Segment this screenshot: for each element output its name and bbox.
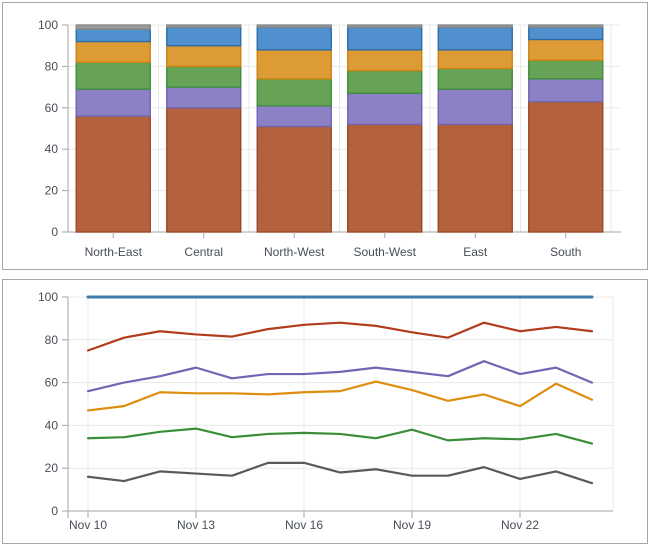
bar-segment-gray-North-East[interactable] — [75, 24, 151, 30]
bar-segment-rust-North-West[interactable] — [256, 125, 332, 233]
bar-segment-blue-South-West[interactable] — [347, 26, 423, 51]
bar-segment-blue-Central[interactable] — [166, 26, 242, 47]
bar-segment-rust-Central[interactable] — [166, 107, 242, 233]
y-axis-tick-label: 40 — [45, 142, 59, 156]
y-axis-tick-label: 0 — [51, 504, 58, 518]
bar-segment-purple-East[interactable] — [437, 88, 513, 126]
bar-segment-green-North-East[interactable] — [75, 61, 151, 90]
x-axis-category-label: North-East — [85, 245, 143, 259]
y-axis-tick-label: 80 — [45, 333, 59, 347]
bar-segment-orange-North-East[interactable] — [75, 40, 151, 63]
bar-segment-rust-South[interactable] — [528, 100, 604, 233]
bar-segment-gray-North-West[interactable] — [256, 24, 332, 28]
x-axis-date-label: Nov 10 — [69, 518, 107, 532]
y-axis-tick-label: 100 — [38, 290, 58, 304]
bar-segment-rust-South-West[interactable] — [347, 123, 423, 233]
x-axis-category-label: East — [463, 245, 488, 259]
y-axis-tick-label: 100 — [38, 18, 58, 32]
y-axis-tick-label: 60 — [45, 101, 59, 115]
x-axis-category-label: South — [550, 245, 581, 259]
bar-segment-gray-East[interactable] — [437, 24, 513, 28]
bar-segment-gray-South-West[interactable] — [347, 24, 423, 28]
y-axis-tick-label: 80 — [45, 59, 59, 73]
bar-segment-blue-South[interactable] — [528, 26, 604, 41]
line-series-green[interactable] — [86, 427, 594, 445]
bar-segment-orange-South-West[interactable] — [347, 49, 423, 72]
line-chart-panel: 0 20 40 60 80 100 Nov 10 Nov 13 Nov 16 Nov 19 Nov … — [2, 279, 648, 544]
bar-segment-orange-Central[interactable] — [166, 45, 242, 68]
x-axis-date-label: Nov 22 — [501, 518, 539, 532]
bar-segment-blue-East[interactable] — [437, 26, 513, 51]
full-stacked-bar-chart: 0 20 40 60 80 100 North-East Central North-West S… — [38, 18, 621, 259]
bar-segment-green-South[interactable] — [528, 59, 604, 80]
line-series-purple[interactable] — [86, 360, 594, 393]
bar-segment-orange-North-West[interactable] — [256, 49, 332, 80]
bar-segment-blue-North-West[interactable] — [256, 26, 332, 51]
y-axis-tick-label: 20 — [45, 184, 59, 198]
bar-segment-gray-Central[interactable] — [166, 24, 242, 28]
x-axis-category-label: South-West — [354, 245, 417, 259]
bar-segment-green-Central[interactable] — [166, 65, 242, 88]
y-axis-tick-label: 60 — [45, 376, 59, 390]
y-axis-tick-label: 20 — [45, 461, 59, 475]
x-axis-date-label: Nov 16 — [285, 518, 323, 532]
bar-segment-rust-North-East[interactable] — [75, 115, 151, 233]
bar-segment-purple-South-West[interactable] — [347, 92, 423, 126]
bar-segment-green-East[interactable] — [437, 67, 513, 90]
x-axis-category-label: Central — [184, 245, 223, 259]
x-axis-category-label: North-West — [264, 245, 325, 259]
x-axis-date-label: Nov 19 — [393, 518, 431, 532]
line-series-gray[interactable] — [86, 461, 594, 485]
bar-segment-green-South-West[interactable] — [347, 69, 423, 95]
bar-segment-rust-East[interactable] — [437, 123, 513, 233]
bar-segment-orange-East[interactable] — [437, 49, 513, 70]
bar-segment-purple-North-East[interactable] — [75, 88, 151, 117]
bar-segment-blue-North-East[interactable] — [75, 28, 151, 43]
stacked-bar-chart-panel: 0 20 40 60 80 100 North-East Central North-West S… — [2, 2, 648, 270]
bar-segment-purple-North-West[interactable] — [256, 105, 332, 128]
line-series-red[interactable] — [86, 321, 594, 352]
bar-segment-green-North-West[interactable] — [256, 78, 332, 107]
y-axis-tick-label: 0 — [51, 225, 58, 239]
bar-segment-purple-South[interactable] — [528, 78, 604, 103]
line-series-orange[interactable] — [86, 380, 594, 412]
y-axis-tick-label: 40 — [45, 418, 59, 432]
bar-segment-gray-South[interactable] — [528, 24, 604, 28]
bar-segment-orange-South[interactable] — [528, 38, 604, 61]
x-axis-date-label: Nov 13 — [177, 518, 215, 532]
daily-line-chart: 0 20 40 60 80 100 Nov 10 Nov 13 Nov 16 Nov 19 Nov … — [38, 290, 614, 532]
bar-segment-purple-Central[interactable] — [166, 86, 242, 109]
